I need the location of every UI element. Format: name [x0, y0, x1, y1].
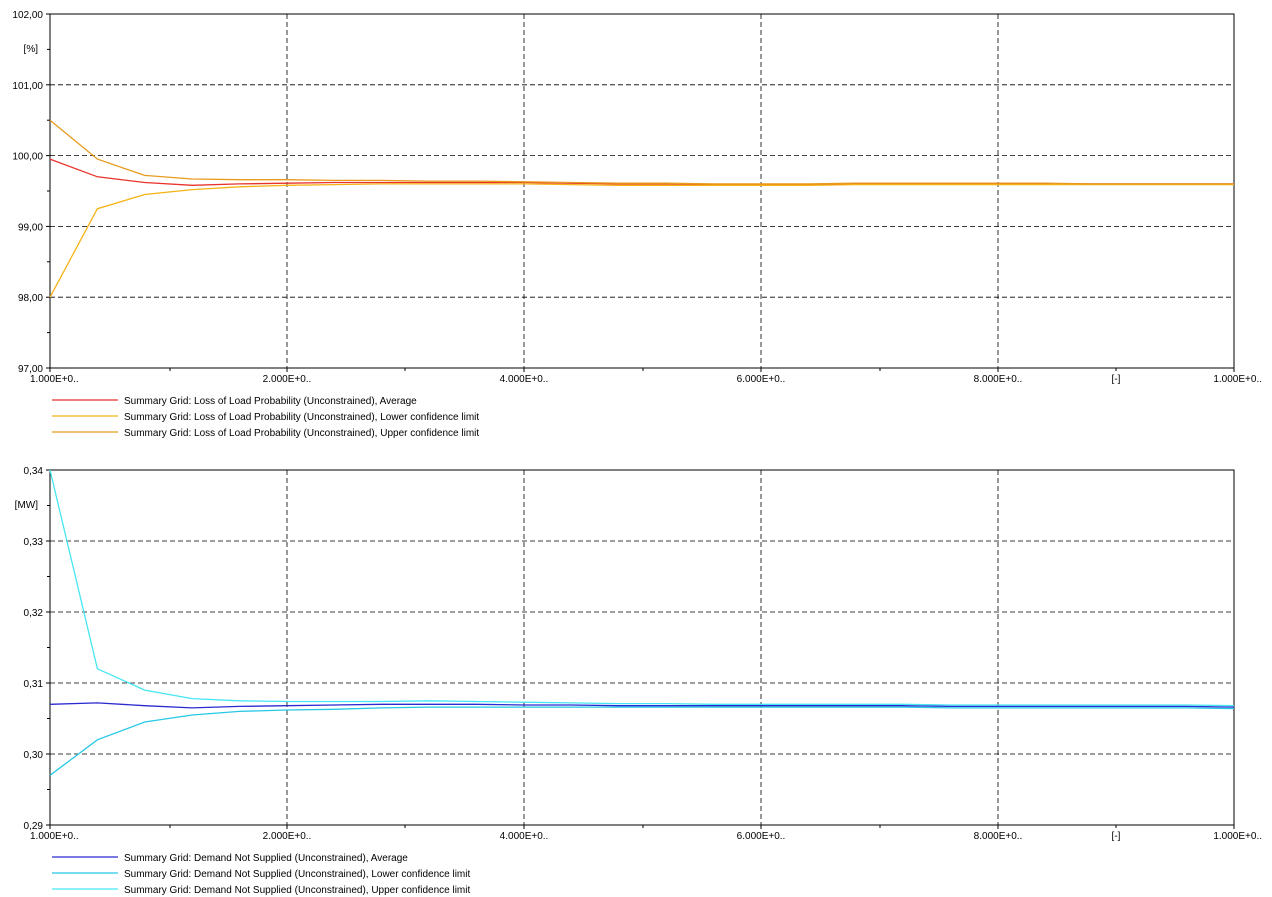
- x-tick-label: 4.000E+0..: [500, 374, 549, 385]
- series-line-2: [49, 183, 1234, 298]
- legend-entry: Summary Grid: Demand Not Supplied (Uncon…: [124, 869, 470, 880]
- y-tick-label: 98,00: [18, 293, 43, 304]
- x-unit-label: [-]: [1112, 831, 1121, 842]
- y-tick-label: 0,30: [24, 750, 44, 761]
- plot-frame: [49, 13, 1235, 369]
- x-tick-label: 6.000E+0..: [737, 374, 786, 385]
- plot-frame: [49, 469, 1235, 826]
- y-tick-label: 97,00: [18, 364, 43, 375]
- y-tick-label: 0,29: [24, 821, 44, 832]
- legend-entry: Summary Grid: Loss of Load Probability (…: [124, 396, 417, 407]
- legend-entry: Summary Grid: Loss of Load Probability (…: [124, 412, 479, 423]
- x-tick-label: 6.000E+0..: [737, 831, 786, 842]
- y-tick-label: 0,32: [24, 608, 44, 619]
- x-tick-label: 1.000E+0..: [1213, 374, 1262, 385]
- y-unit-label: [MW]: [15, 500, 39, 511]
- legend-entry: Summary Grid: Loss of Load Probability (…: [124, 428, 479, 439]
- x-tick-label: 8.000E+0..: [974, 374, 1023, 385]
- y-tick-label: 101,00: [12, 81, 43, 92]
- chart-loss-of-load-probability: 97,00 98,00 99,00 100,00 101,00 102,00 [%] 1.00…: [12, 10, 1262, 439]
- y-tick-label: 102,00: [12, 10, 43, 21]
- legend-entry: Summary Grid: Demand Not Supplied (Uncon…: [124, 853, 408, 864]
- y-tick-label: 99,00: [18, 222, 43, 233]
- series-line-3: [49, 469, 1235, 707]
- x-tick-label: 1.000E+0..: [30, 831, 79, 842]
- y-unit-label: [%]: [24, 44, 39, 55]
- series-line-1: [49, 702, 1235, 709]
- chart-demand-not-supplied: 0,29 0,30 0,31 0,32 0,33 0,34 [MW] 1.000E+0.. 2.…: [15, 466, 1262, 896]
- y-tick-label: 0,31: [24, 679, 44, 690]
- series-line-1: [49, 158, 1234, 186]
- y-tick-label: 100,00: [12, 152, 43, 163]
- x-tick-label: 1.000E+0..: [1213, 831, 1262, 842]
- x-tick-label: 2.000E+0..: [263, 374, 312, 385]
- x-tick-label: 4.000E+0..: [500, 831, 549, 842]
- x-tick-label: 2.000E+0..: [263, 831, 312, 842]
- x-unit-label: [-]: [1112, 374, 1121, 385]
- legend-entry: Summary Grid: Demand Not Supplied (Uncon…: [124, 885, 470, 896]
- series-line-2: [49, 706, 1235, 776]
- y-tick-label: 0,34: [24, 466, 44, 477]
- series-line-3: [49, 119, 1234, 185]
- x-tick-label: 8.000E+0..: [974, 831, 1023, 842]
- y-tick-label: 0,33: [24, 537, 44, 548]
- x-tick-label: 1.000E+0..: [30, 374, 79, 385]
